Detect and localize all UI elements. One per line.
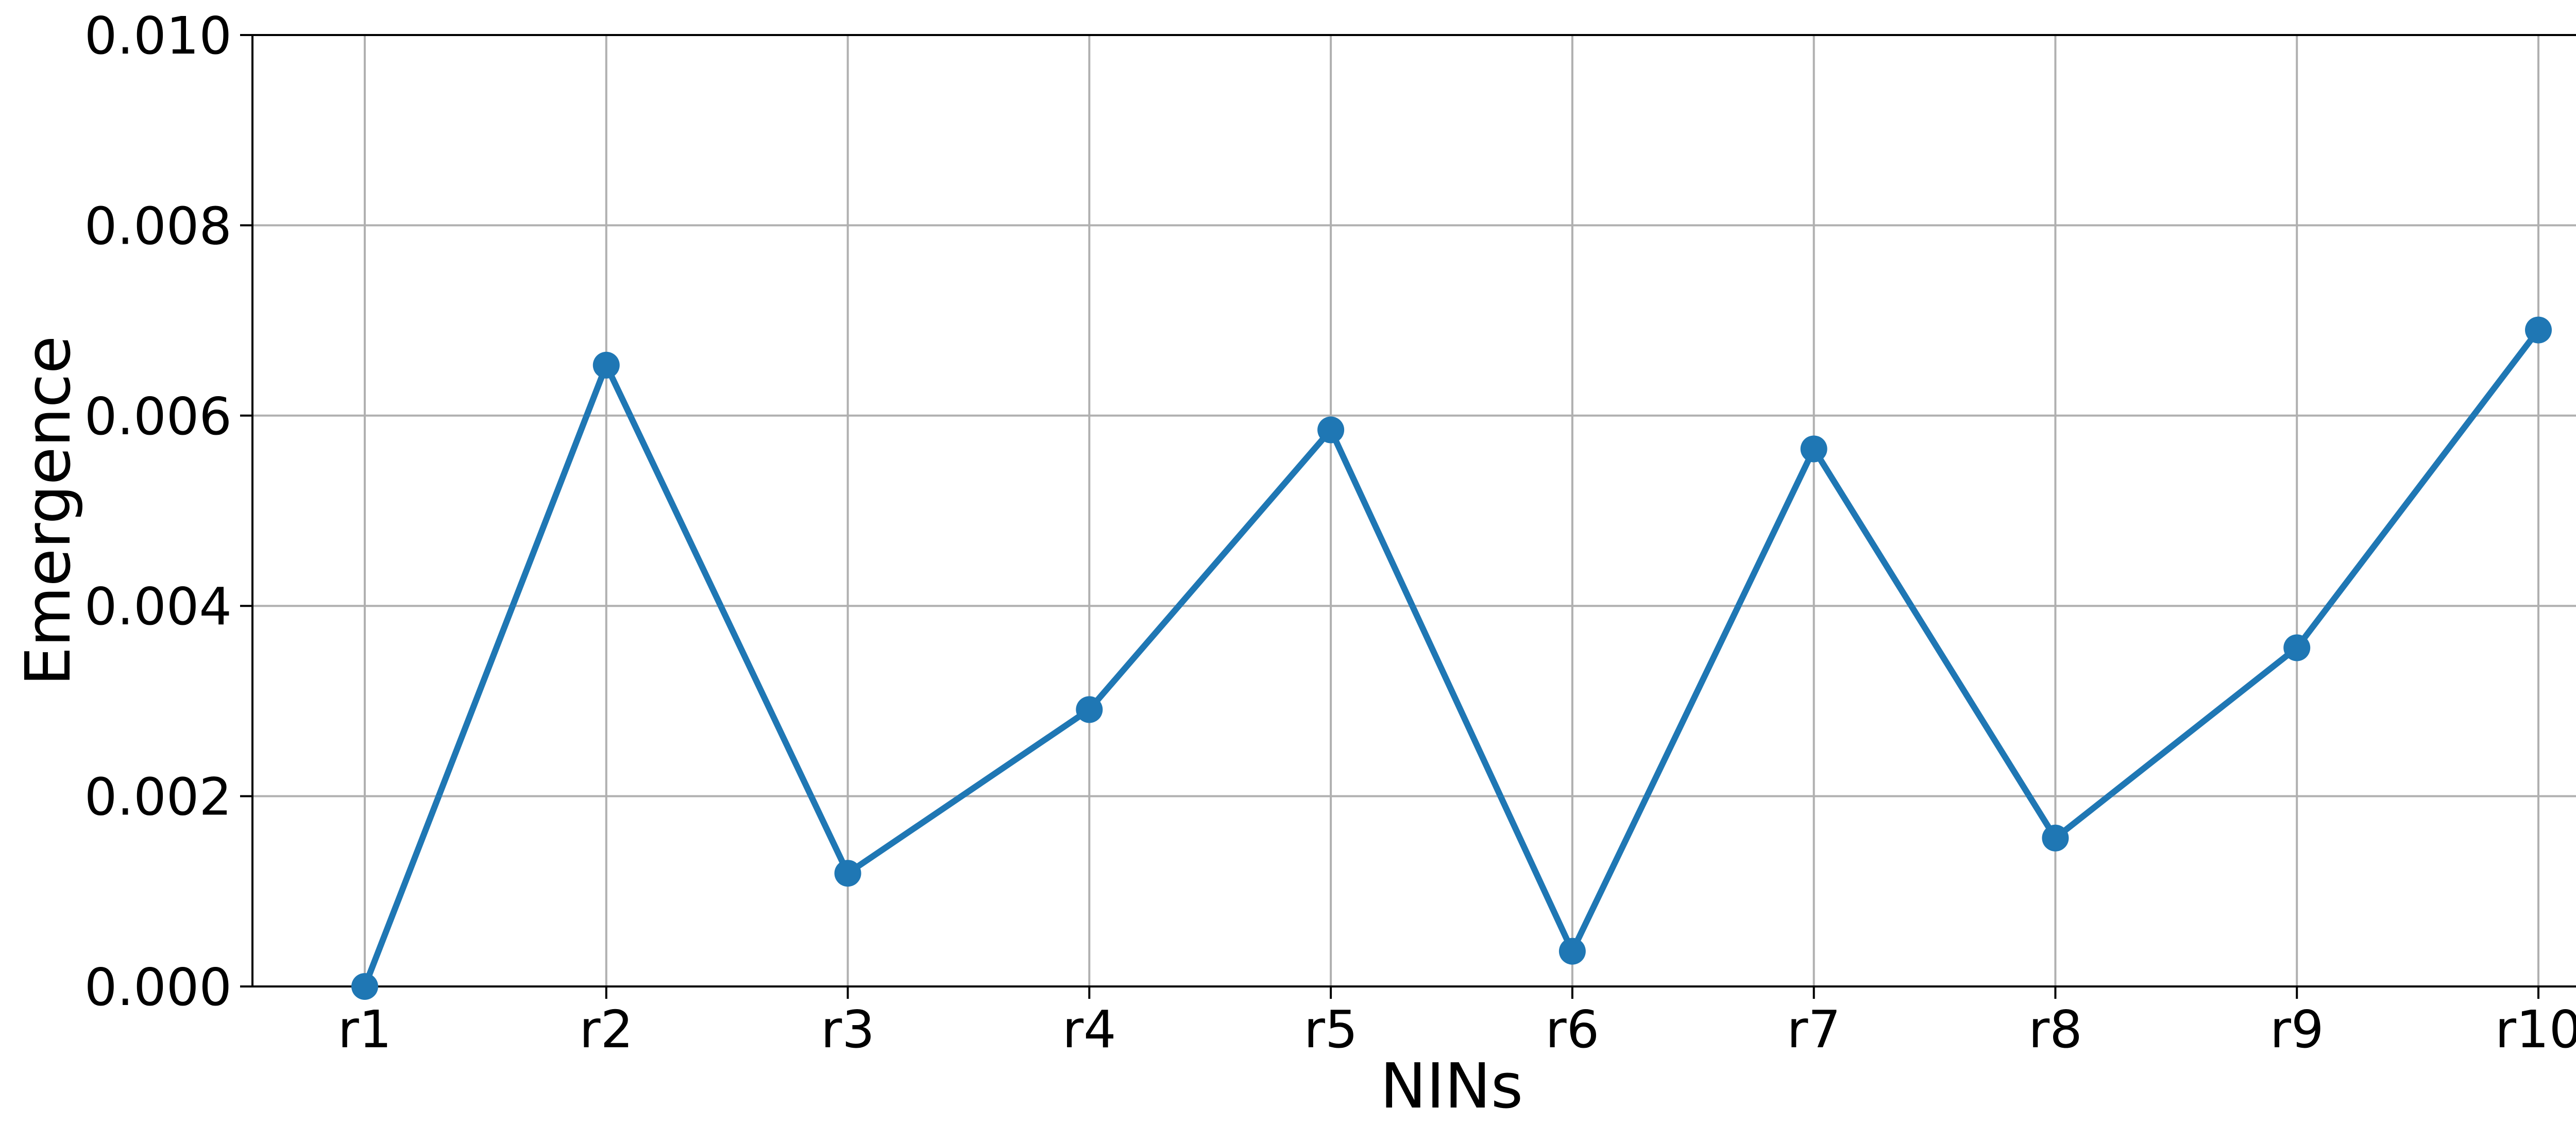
data-point-r1: [351, 973, 378, 1000]
series-layer: [351, 316, 2552, 1000]
data-point-r6: [1558, 938, 1586, 965]
y-tick-label: 0.006: [84, 386, 232, 447]
data-point-r4: [1076, 696, 1103, 723]
axis-ticks: 0.000 0.002 0.004 0.006 0.008 0.010 r1 r2 r3 r4 r5…: [84, 6, 2576, 1060]
x-tick-label: r7: [1787, 999, 1841, 1060]
y-tick-label: 0.010: [84, 6, 232, 66]
y-tick-label: 0.008: [84, 196, 232, 256]
grid: [252, 34, 2576, 987]
x-tick-label: r5: [1304, 999, 1358, 1060]
data-point-r9: [2283, 634, 2311, 661]
y-axis-title: Emergence: [13, 336, 84, 686]
data-point-r2: [592, 351, 620, 379]
data-point-r3: [834, 860, 861, 887]
x-tick-label: r10: [2495, 999, 2576, 1060]
plot-area-frame: [251, 34, 2576, 987]
x-tick-label: r1: [338, 999, 392, 1060]
series-line: [361, 327, 2542, 990]
data-point-r8: [2042, 824, 2069, 852]
x-tick-label: r8: [2028, 999, 2082, 1060]
x-tick-label: r3: [821, 999, 875, 1060]
x-tick-label: r4: [1062, 999, 1116, 1060]
y-tick-label: 0.004: [84, 576, 232, 637]
x-tick-label: r2: [579, 999, 633, 1060]
y-tick-label: 0.002: [84, 767, 232, 827]
data-point-r5: [1317, 416, 1345, 444]
x-axis-title: NINs: [1380, 1051, 1523, 1122]
data-point-r10: [2525, 316, 2552, 344]
x-tick-label: r6: [1546, 999, 1600, 1060]
x-tick-label: r9: [2270, 999, 2324, 1060]
data-point-r7: [1800, 435, 1827, 463]
y-tick-label: 0.000: [84, 957, 232, 1017]
